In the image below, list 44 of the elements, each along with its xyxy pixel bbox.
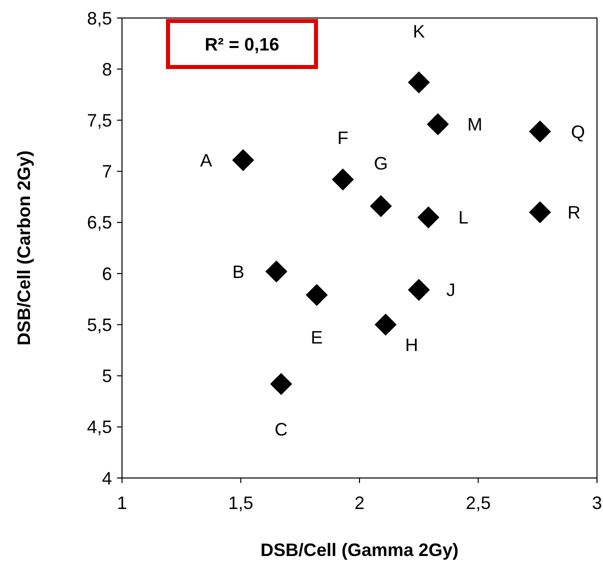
point — [529, 120, 551, 142]
annotation: R — [568, 202, 580, 223]
y-tick-label: 5,5 — [86, 314, 112, 335]
x-tick-label: 1,5 — [228, 493, 254, 513]
y-tick-label: 4 — [102, 468, 112, 488]
point — [374, 314, 397, 336]
x-tick-label: 2,5 — [466, 493, 491, 513]
y-tick-label: 7 — [102, 162, 112, 182]
point — [270, 372, 292, 395]
y-axis-title: DSB/Cell (Carbon 2Gy) — [14, 150, 34, 346]
point — [426, 113, 449, 136]
annotation: B — [232, 262, 244, 282]
point — [332, 168, 354, 191]
annotation: G — [374, 153, 388, 174]
x-tick-label: 1 — [116, 493, 128, 513]
annotation: Q — [570, 122, 586, 142]
x-axis-title: DSB/Cell (Gamma 2Gy) — [260, 540, 459, 560]
x-tick-label: 2 — [354, 493, 365, 513]
y-tick-label: 8,5 — [86, 8, 112, 28]
point — [417, 206, 440, 228]
y-tick-label: 6 — [102, 264, 112, 284]
point — [306, 284, 328, 306]
point — [232, 149, 254, 172]
y-tick-label: 5 — [102, 366, 112, 386]
annotation: E — [310, 327, 323, 348]
point — [529, 201, 551, 224]
annotation: H — [405, 334, 418, 355]
point — [370, 195, 392, 218]
annotation: C — [274, 419, 288, 440]
y-tick-label: 6,5 — [86, 212, 112, 233]
x-tick-label: 3 — [592, 493, 602, 513]
point — [265, 260, 288, 283]
annotation: M — [467, 114, 482, 135]
annotation: A — [200, 150, 212, 170]
y-tick-label: 8 — [102, 59, 112, 80]
y-tick-label: 4,5 — [86, 417, 112, 438]
y-tick-label: 7,5 — [86, 110, 112, 131]
annotation: F — [337, 128, 348, 148]
point — [408, 71, 430, 94]
annotation: K — [412, 22, 425, 42]
annotation: J — [446, 280, 456, 300]
annotation: R² = 0,16 — [204, 34, 280, 54]
annotation: L — [458, 208, 468, 228]
point — [408, 278, 430, 301]
